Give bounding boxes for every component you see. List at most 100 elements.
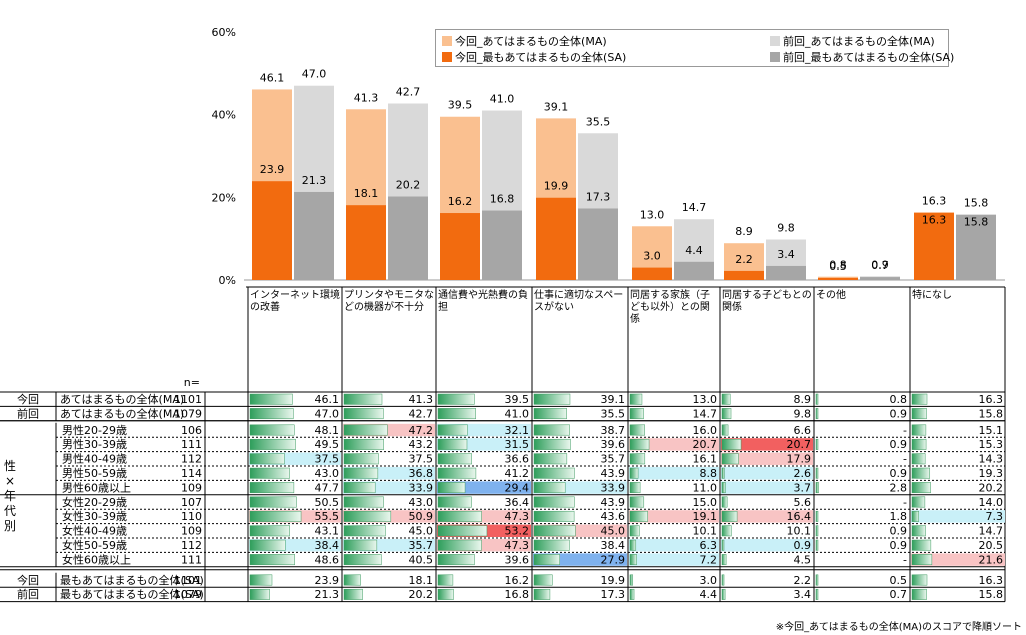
mini-bar xyxy=(815,539,819,551)
table-value: 21.6 xyxy=(979,553,1004,566)
mini-bar xyxy=(629,539,637,551)
data-label: 39.1 xyxy=(544,100,569,113)
mini-bar xyxy=(249,496,297,508)
mini-bar xyxy=(437,393,475,405)
mini-bar xyxy=(721,467,725,479)
bar-sa-now xyxy=(252,181,292,280)
data-label: 46.1 xyxy=(260,71,285,84)
mini-bar xyxy=(721,539,725,551)
table-value: 39.6 xyxy=(505,553,530,566)
table-value: 8.8 xyxy=(700,467,718,480)
mini-bar xyxy=(629,408,644,420)
mini-bar xyxy=(437,539,482,551)
table-value: - xyxy=(903,424,907,437)
table-value: 0.8 xyxy=(890,393,908,406)
table-n: 114 xyxy=(181,467,202,480)
table-n: 109 xyxy=(181,525,202,538)
data-label: 16.3 xyxy=(922,214,947,227)
data-label: 42.7 xyxy=(396,86,421,99)
table-value: 50.9 xyxy=(409,510,434,523)
table-value: 18.1 xyxy=(409,574,434,587)
mini-bar xyxy=(721,510,738,522)
mini-bar xyxy=(437,408,476,420)
table-value: 39.6 xyxy=(601,438,626,451)
highlight-cell xyxy=(629,510,719,523)
table-value: 7.2 xyxy=(700,553,718,566)
footnote: ※今回_あてはまるもの全体(MA)のスコアで降順ソート xyxy=(775,622,1022,633)
mini-bar xyxy=(533,482,566,494)
mini-bar xyxy=(721,408,732,420)
table-value: 36.8 xyxy=(409,467,434,480)
table-row-label: 女性40-49歳 xyxy=(62,524,127,538)
table-value: 38.7 xyxy=(601,424,626,437)
mini-bar xyxy=(343,482,376,494)
table-group-label: 前回 xyxy=(17,587,39,601)
table-value: 43.2 xyxy=(409,438,434,451)
table-value: 36.6 xyxy=(505,453,530,466)
table-value: 16.3 xyxy=(979,393,1004,406)
mini-bar xyxy=(533,574,553,586)
y-tick-label: 0% xyxy=(219,274,236,287)
mini-bar xyxy=(815,574,819,586)
table-row-label: 女性60歳以上 xyxy=(62,552,131,566)
table-value: 41.2 xyxy=(505,467,530,480)
mini-bar xyxy=(249,510,302,522)
table-value: 47.7 xyxy=(315,481,340,494)
table-n: 110 xyxy=(181,510,202,523)
data-label: 16.8 xyxy=(490,193,515,206)
table-value: 6.3 xyxy=(700,539,718,552)
table-group-label: 今回 xyxy=(17,573,39,587)
mini-bar xyxy=(629,496,645,508)
table-n: 107 xyxy=(181,496,202,509)
table-value: 0.5 xyxy=(890,574,908,587)
mini-bar xyxy=(629,574,634,586)
table-value: 43.0 xyxy=(409,496,434,509)
table-value: 0.9 xyxy=(890,539,908,552)
data-label: 18.1 xyxy=(354,187,379,200)
table-value: 0.9 xyxy=(890,525,908,538)
legend-label: 前回_最もあてはまるもの全体(SA) xyxy=(783,51,955,64)
bar-sa-now xyxy=(818,277,858,280)
mini-bar xyxy=(629,424,645,436)
table-value: 45.0 xyxy=(601,525,626,538)
mini-bar xyxy=(343,496,384,508)
legend-swatch-icon xyxy=(442,52,452,62)
table-value: 45.0 xyxy=(409,525,434,538)
mini-bar xyxy=(911,438,927,450)
table-value: 46.1 xyxy=(315,393,340,406)
data-label: 35.5 xyxy=(586,115,611,128)
highlight-cell xyxy=(629,539,719,552)
mini-bar xyxy=(533,467,575,479)
mini-bar xyxy=(911,588,927,600)
table-value: 50.5 xyxy=(315,496,340,509)
table-value: 9.8 xyxy=(794,407,812,420)
y-tick-label: 60% xyxy=(212,26,236,39)
data-label: 41.0 xyxy=(490,93,515,106)
table-value: 17.3 xyxy=(601,588,626,601)
category-header: 特になし xyxy=(912,290,952,301)
bar-sa-now xyxy=(346,205,386,280)
table-value: 47.3 xyxy=(505,510,530,523)
mini-bar xyxy=(249,539,286,551)
table-n: 1079 xyxy=(174,407,202,420)
data-label: 0.8 xyxy=(829,259,847,272)
table-value: 0.9 xyxy=(890,407,908,420)
table-value: 21.3 xyxy=(315,588,340,601)
table-value: 37.5 xyxy=(409,453,434,466)
table-group-label: 今回 xyxy=(17,392,39,406)
mini-bar xyxy=(629,438,650,450)
table-value: 20.2 xyxy=(979,481,1004,494)
mini-bar xyxy=(911,510,919,522)
mini-bar xyxy=(437,574,454,586)
table-row-label: 男性40-49歳 xyxy=(62,452,127,466)
data-label: 0.5 xyxy=(829,260,847,273)
table-value: 19.3 xyxy=(979,467,1004,480)
table-value: 43.9 xyxy=(601,496,626,509)
mini-bar xyxy=(533,539,570,551)
mini-bar xyxy=(815,588,819,600)
mini-bar xyxy=(437,496,472,508)
table-value: 14.3 xyxy=(979,453,1004,466)
table-row-label: 男性30-39歳 xyxy=(62,437,127,451)
side-label: × xyxy=(5,474,15,488)
mini-bar xyxy=(911,525,926,537)
